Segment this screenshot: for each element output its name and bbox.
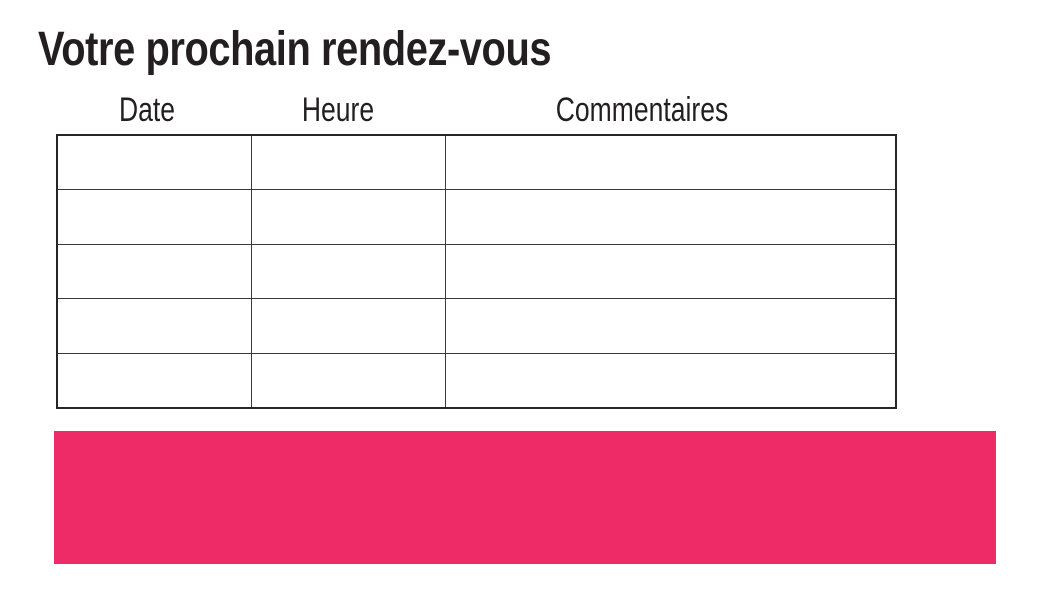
cell-date xyxy=(56,189,252,245)
cell-date xyxy=(56,134,252,191)
table-column-headers: Date Heure Commentaires xyxy=(0,91,1050,131)
cell-heure xyxy=(250,298,446,354)
cell-date xyxy=(56,352,252,409)
table-row xyxy=(56,298,897,354)
cell-commentaires xyxy=(444,243,897,300)
cell-heure xyxy=(250,134,446,191)
cell-commentaires xyxy=(444,134,897,191)
cell-heure xyxy=(250,189,446,245)
table-row xyxy=(56,189,897,245)
page-title: Votre prochain rendez-vous xyxy=(38,23,552,76)
cell-commentaires xyxy=(444,352,897,409)
cell-date xyxy=(56,298,252,354)
table-row xyxy=(56,134,897,191)
table-row xyxy=(56,243,897,300)
column-header-heure: Heure xyxy=(301,91,375,129)
column-header-commentaires: Commentaires xyxy=(555,91,729,129)
appointments-table xyxy=(56,134,897,409)
table-row xyxy=(56,352,897,409)
cell-commentaires xyxy=(444,189,897,245)
highlight-band xyxy=(54,431,996,564)
cell-heure xyxy=(250,352,446,409)
cell-heure xyxy=(250,243,446,300)
column-header-date: Date xyxy=(118,91,176,129)
cell-date xyxy=(56,243,252,300)
cell-commentaires xyxy=(444,298,897,354)
